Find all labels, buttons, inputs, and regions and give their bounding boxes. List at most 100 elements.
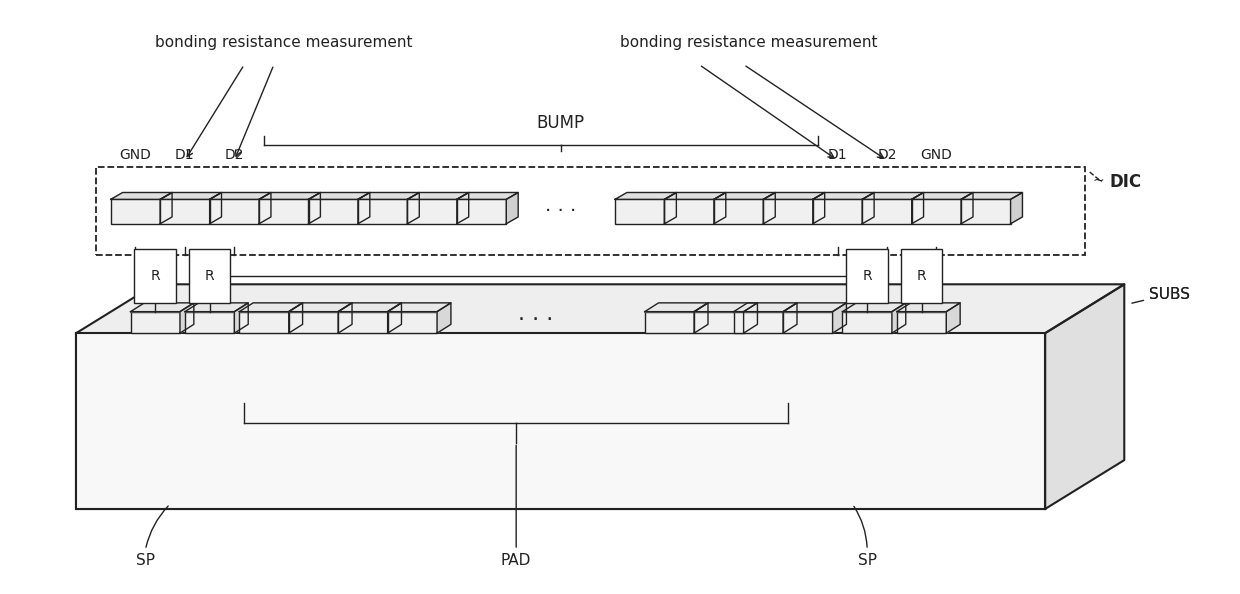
Text: SP: SP	[858, 553, 877, 568]
Polygon shape	[408, 192, 469, 200]
Bar	[160, 200, 210, 224]
Bar	[210, 200, 259, 224]
Text: DIC: DIC	[1110, 173, 1142, 191]
Bar	[130, 312, 180, 333]
Polygon shape	[714, 192, 775, 200]
Bar	[900, 249, 942, 303]
Text: BUMP: BUMP	[537, 114, 585, 132]
Polygon shape	[408, 192, 419, 224]
Polygon shape	[744, 303, 758, 333]
Bar	[734, 312, 784, 333]
Bar	[961, 200, 1011, 224]
Polygon shape	[259, 192, 320, 200]
Text: D1: D1	[828, 148, 847, 162]
Bar	[862, 200, 911, 224]
Polygon shape	[358, 192, 419, 200]
Polygon shape	[180, 303, 193, 333]
Bar	[185, 312, 234, 333]
Polygon shape	[1045, 285, 1125, 509]
Bar	[339, 312, 388, 333]
Polygon shape	[615, 192, 676, 200]
Bar	[110, 200, 160, 224]
Bar	[95, 167, 1085, 255]
Text: R: R	[205, 269, 215, 283]
Polygon shape	[832, 303, 847, 333]
Polygon shape	[946, 303, 960, 333]
Polygon shape	[130, 303, 193, 312]
Bar	[764, 200, 812, 224]
Polygon shape	[456, 192, 518, 200]
Polygon shape	[210, 192, 272, 200]
Text: R: R	[150, 269, 160, 283]
Text: R: R	[916, 269, 926, 283]
Polygon shape	[764, 192, 775, 224]
Bar	[408, 200, 456, 224]
Bar	[665, 200, 714, 224]
Polygon shape	[259, 192, 272, 224]
Polygon shape	[506, 192, 518, 224]
Bar	[645, 312, 694, 333]
Polygon shape	[812, 192, 825, 224]
Text: D2: D2	[224, 148, 244, 162]
Text: SUBS: SUBS	[1132, 286, 1190, 303]
Bar	[259, 200, 309, 224]
Bar	[134, 249, 176, 303]
Bar	[309, 200, 358, 224]
Bar	[76, 333, 1045, 509]
Polygon shape	[784, 303, 797, 333]
Polygon shape	[388, 303, 451, 312]
Bar	[694, 312, 744, 333]
Bar	[76, 333, 1045, 509]
Bar	[842, 312, 892, 333]
Polygon shape	[842, 303, 905, 312]
Bar	[812, 200, 862, 224]
Polygon shape	[436, 303, 451, 333]
Text: D1: D1	[175, 148, 195, 162]
Polygon shape	[289, 303, 303, 333]
Polygon shape	[892, 303, 905, 333]
Polygon shape	[812, 192, 874, 200]
Bar	[897, 312, 946, 333]
Polygon shape	[764, 192, 825, 200]
Polygon shape	[911, 192, 924, 224]
Polygon shape	[734, 303, 797, 312]
Bar	[289, 312, 339, 333]
Bar	[911, 200, 961, 224]
Bar	[714, 200, 764, 224]
Polygon shape	[665, 192, 676, 224]
Polygon shape	[1011, 192, 1023, 224]
Text: · · ·: · · ·	[518, 310, 553, 330]
Bar	[358, 200, 408, 224]
Text: ~: ~	[1092, 174, 1105, 188]
Bar	[188, 249, 231, 303]
Polygon shape	[358, 192, 370, 224]
Polygon shape	[714, 192, 725, 224]
Bar	[784, 312, 832, 333]
Text: PAD: PAD	[501, 553, 532, 568]
Polygon shape	[309, 192, 320, 224]
Bar	[847, 249, 888, 303]
Polygon shape	[339, 303, 402, 312]
Polygon shape	[961, 192, 1023, 200]
Text: D2: D2	[877, 148, 897, 162]
Text: GND: GND	[119, 148, 151, 162]
Polygon shape	[456, 192, 469, 224]
Polygon shape	[784, 303, 847, 312]
Text: SUBS: SUBS	[1149, 286, 1190, 302]
Polygon shape	[862, 192, 924, 200]
Polygon shape	[694, 303, 758, 312]
Polygon shape	[185, 303, 248, 312]
Bar	[615, 200, 665, 224]
Text: bonding resistance measurement: bonding resistance measurement	[155, 35, 413, 50]
Polygon shape	[961, 192, 973, 224]
Bar	[456, 200, 506, 224]
Bar	[239, 312, 289, 333]
Polygon shape	[645, 303, 708, 312]
Polygon shape	[160, 192, 172, 224]
Polygon shape	[234, 303, 248, 333]
Polygon shape	[160, 192, 222, 200]
Text: GND: GND	[920, 148, 952, 162]
Text: bonding resistance measurement: bonding resistance measurement	[620, 35, 877, 50]
Polygon shape	[911, 192, 973, 200]
Text: R: R	[862, 269, 872, 283]
